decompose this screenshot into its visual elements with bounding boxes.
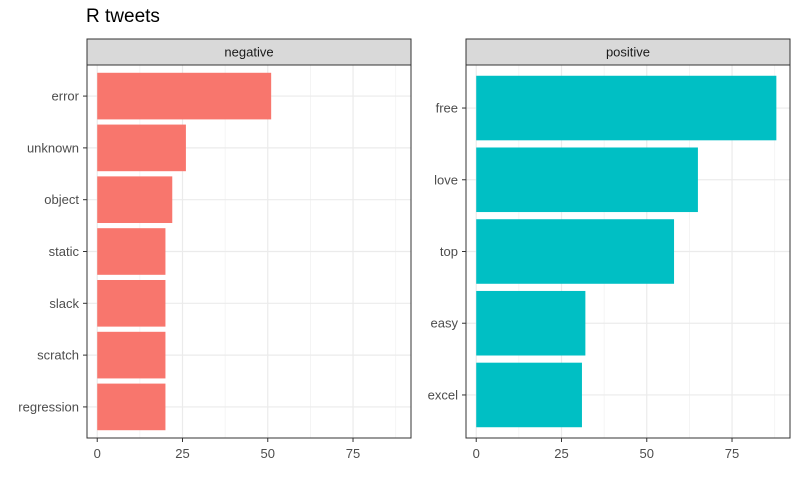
x-tick-label: 50 (640, 446, 654, 461)
bar-negative-slack (97, 279, 166, 327)
facet-strip-label: positive (606, 45, 650, 60)
panel-border (86, 64, 412, 439)
y-tick-label: unknown (27, 140, 79, 155)
x-tick-label: 50 (261, 446, 275, 461)
y-tick-label: top (440, 244, 458, 259)
y-tick-label: object (44, 192, 79, 207)
facet-strip (465, 38, 791, 66)
y-tick-label: static (49, 244, 80, 259)
bar-negative-object (97, 176, 173, 224)
facet-panel-negative: negative error unknown object static slack scr… (18, 38, 412, 461)
panel-border (465, 64, 791, 439)
bar-negative-scratch (97, 331, 166, 379)
bar-negative-unknown (97, 124, 186, 172)
bar-positive-top (476, 219, 675, 284)
facet-strip (86, 38, 412, 66)
y-tick-label: regression (18, 399, 79, 414)
y-tick-label: error (52, 89, 80, 104)
bar-positive-excel (476, 362, 582, 428)
y-tick-label: scratch (37, 348, 79, 363)
bar-negative-error (97, 72, 272, 120)
bar-positive-easy (476, 290, 586, 356)
y-tick-label: easy (431, 316, 459, 331)
x-tick-label: 0 (94, 446, 101, 461)
bar-negative-regression (97, 383, 166, 431)
x-tick-label: 0 (473, 446, 480, 461)
y-tick-label: love (434, 172, 458, 187)
bar-negative-static (97, 228, 166, 275)
bar-positive-free (476, 75, 777, 141)
facet-panel-positive: positive free love top easy excel 0 25 50 75 (428, 38, 791, 461)
y-tick-label: free (436, 101, 458, 116)
x-tick-label: 75 (725, 446, 739, 461)
x-tick-label: 75 (346, 446, 360, 461)
x-tick-label: 25 (175, 446, 189, 461)
chart-title: R tweets (86, 6, 160, 27)
facet-strip-label: negative (224, 45, 273, 60)
y-tick-label: excel (428, 387, 458, 402)
bar-positive-love (476, 147, 698, 213)
y-tick-label: slack (49, 296, 79, 311)
x-tick-label: 25 (554, 446, 568, 461)
